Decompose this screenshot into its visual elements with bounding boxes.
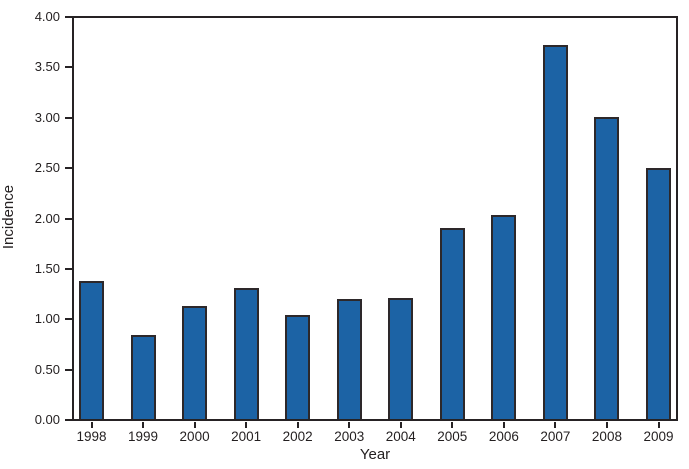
x-tick — [605, 422, 608, 428]
y-tick-label: 3.00 — [34, 109, 60, 125]
y-tick — [65, 419, 72, 421]
x-tick — [502, 422, 505, 428]
x-tick-label: 2008 — [591, 429, 622, 444]
x-tick-label: 2000 — [179, 429, 210, 444]
bar-2006 — [491, 214, 517, 419]
x-tick — [657, 422, 660, 428]
y-tick — [65, 267, 72, 270]
x-axis-title: Year — [359, 446, 391, 463]
x-tick-label: 2003 — [334, 429, 365, 444]
y-tick-label: 0.00 — [34, 412, 60, 427]
bar-1999 — [130, 334, 156, 419]
y-tick-label: 2.50 — [34, 160, 60, 176]
y-tick — [65, 116, 72, 119]
bar-2007 — [542, 45, 568, 419]
y-tick — [65, 217, 72, 220]
y-tick — [65, 368, 72, 371]
x-tick-label: 2007 — [540, 429, 571, 444]
bar-2001 — [233, 287, 259, 419]
x-tick-label: 2002 — [282, 429, 313, 444]
y-tick-label: 1.50 — [34, 260, 60, 276]
x-tick-label: 2001 — [231, 429, 262, 444]
y-tick-label: 0.50 — [34, 361, 60, 377]
x-tick-label: 1998 — [76, 429, 107, 444]
x-tick-label: 1999 — [128, 429, 159, 444]
x-tick — [554, 422, 557, 428]
bar-2000 — [182, 305, 208, 419]
plot-area — [72, 16, 678, 421]
x-tick-label: 2006 — [488, 429, 519, 444]
bar-2003 — [336, 298, 362, 419]
bar-1998 — [79, 280, 104, 419]
x-tick — [90, 422, 93, 428]
x-tick — [193, 422, 196, 428]
bar-2009 — [645, 168, 671, 419]
y-tick-label: 2.00 — [34, 210, 60, 226]
x-tick — [399, 422, 402, 428]
y-tick-label: 4.00 — [34, 9, 60, 24]
x-tick-label: 2005 — [437, 429, 468, 444]
x-tick — [245, 422, 248, 428]
y-tick-label: 3.50 — [34, 59, 60, 75]
x-tick — [142, 422, 145, 428]
x-tick-label: 2009 — [643, 429, 674, 444]
bar-2004 — [388, 297, 414, 419]
x-tick — [451, 422, 454, 428]
bar-2002 — [285, 314, 311, 419]
x-tick-label: 2004 — [385, 429, 416, 444]
bar-2005 — [439, 227, 465, 419]
x-tick — [348, 422, 351, 428]
x-tick — [296, 422, 299, 428]
y-tick — [65, 66, 72, 69]
bars-container — [74, 18, 676, 419]
y-tick — [65, 167, 72, 170]
y-tick — [65, 318, 72, 321]
y-tick — [65, 16, 72, 18]
bar-2008 — [594, 117, 620, 419]
y-tick-label: 1.00 — [34, 311, 60, 327]
